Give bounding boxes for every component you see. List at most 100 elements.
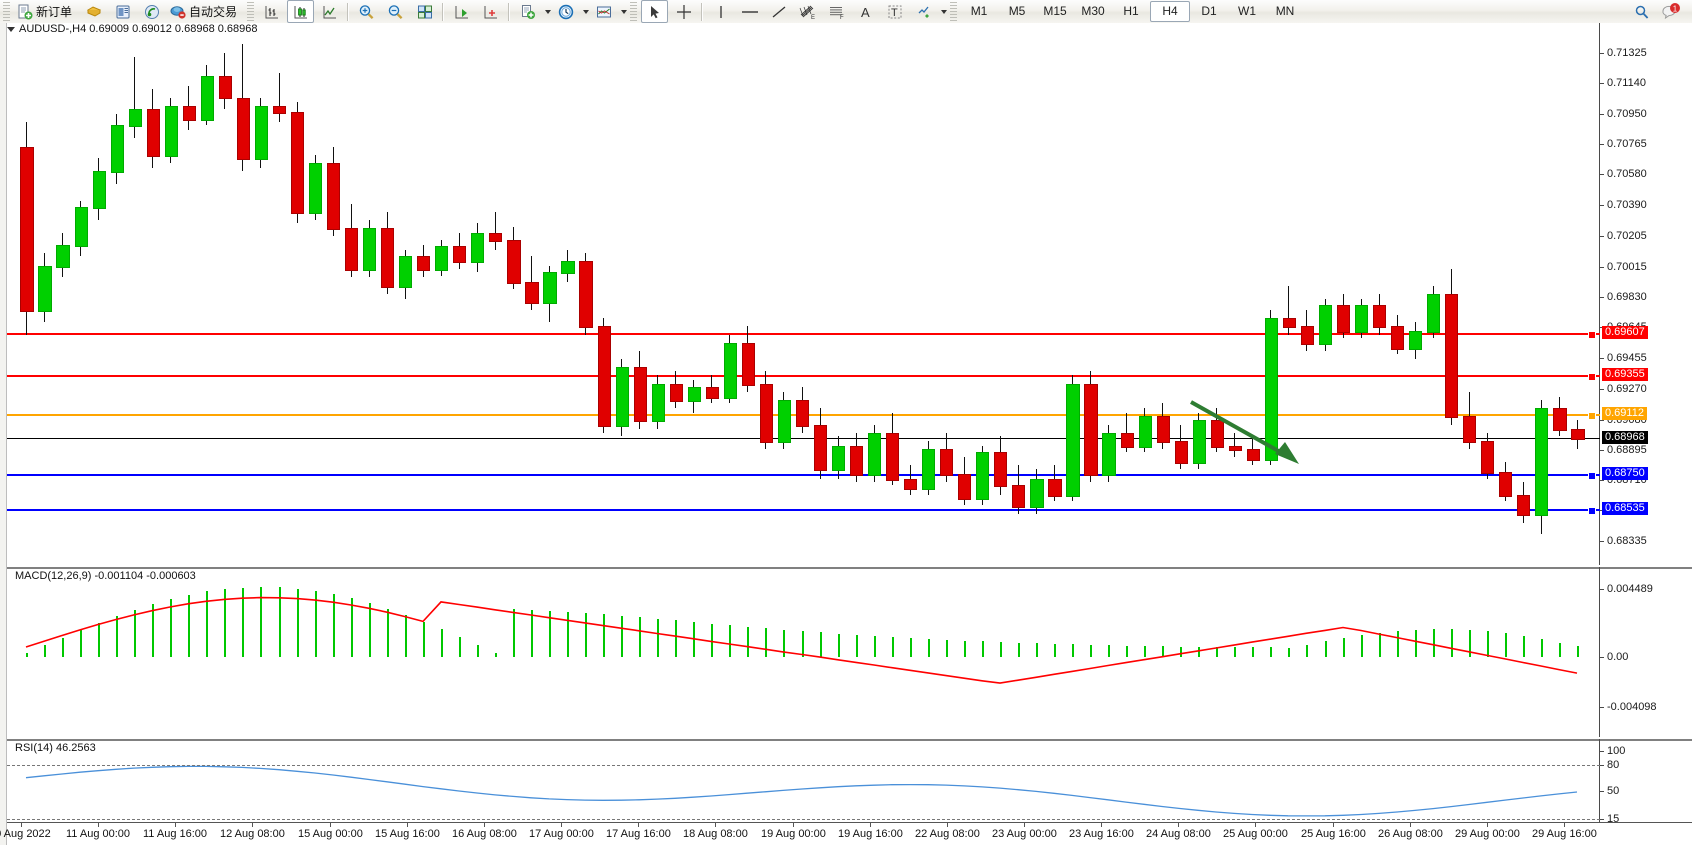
timeframe-m30[interactable]: M30 xyxy=(1081,4,1105,18)
macd-histogram-bar xyxy=(1343,637,1345,657)
templates-icon xyxy=(596,6,611,17)
macd-signal-path xyxy=(25,596,1578,684)
time-tickmark xyxy=(1487,823,1488,827)
data-window-button[interactable] xyxy=(80,0,107,23)
timeframe-m15[interactable]: M15 xyxy=(1043,4,1067,18)
macd-histogram-bar xyxy=(928,638,930,657)
indicators-button[interactable] xyxy=(514,0,541,23)
candle-wick xyxy=(134,56,135,139)
price-level-line-resistance[interactable] xyxy=(7,333,1600,336)
crosshair-button[interactable] xyxy=(670,0,697,23)
equidistant-channel-button[interactable]: E xyxy=(794,0,821,23)
candle-body xyxy=(1318,305,1333,345)
time-tick-label: 16 Aug 08:00 xyxy=(452,828,517,840)
objects-dropdown-caret[interactable] xyxy=(941,9,948,14)
macd-histogram-bar xyxy=(369,603,371,657)
toolbar-grip-2[interactable] xyxy=(247,2,255,21)
rsi-tickmark xyxy=(1600,791,1604,792)
chart-shift-button[interactable] xyxy=(448,0,475,23)
macd-histogram-bar xyxy=(279,587,281,657)
templates-dropdown-caret[interactable] xyxy=(621,9,628,14)
zoom-out-button[interactable] xyxy=(382,0,409,23)
timeframe-m5[interactable]: M5 xyxy=(1008,4,1026,18)
time-tick-label: 17 Aug 00:00 xyxy=(529,828,594,840)
price-level-handle[interactable] xyxy=(1588,412,1596,421)
macd-histogram-bar xyxy=(1072,644,1074,657)
time-axis[interactable]: 10 Aug 2022 11 Aug 00:00 11 Aug 16:00 12 Au… xyxy=(0,822,1692,845)
candle-body xyxy=(723,342,737,399)
time-tick-label: 15 Aug 16:00 xyxy=(375,828,440,840)
zoom-in-icon xyxy=(359,4,374,19)
price-tickmark xyxy=(1600,449,1604,451)
crosshair-icon xyxy=(676,4,691,19)
price-level-line-support[interactable] xyxy=(7,473,1600,476)
objects-button[interactable] xyxy=(910,0,937,23)
price-pane[interactable]: AUDUSD-,H4 0.69009 0.69012 0.68968 0.689… xyxy=(7,23,1692,565)
macd-histogram-bar xyxy=(1018,642,1020,657)
candle-body xyxy=(741,342,755,386)
price-level-line-support[interactable] xyxy=(7,508,1600,511)
candle-body xyxy=(146,108,160,157)
chart-menu-caret[interactable] xyxy=(7,26,15,32)
cursor-button[interactable] xyxy=(641,0,669,23)
search-button[interactable] xyxy=(1628,0,1655,23)
macd-histogram-bar xyxy=(1090,644,1092,657)
macd-histogram-bar xyxy=(423,621,425,657)
price-level-handle[interactable] xyxy=(1588,506,1596,515)
period-dropdown-caret[interactable] xyxy=(583,9,590,14)
timeframe-m1[interactable]: M1 xyxy=(970,4,988,18)
price-level-handle[interactable] xyxy=(1588,331,1596,340)
zoom-in-button[interactable] xyxy=(353,0,380,23)
bar-chart-button[interactable] xyxy=(258,0,285,23)
toolbar-grip-4[interactable] xyxy=(950,2,958,21)
period-button[interactable] xyxy=(552,0,579,23)
timeframe-h4[interactable]: H4 xyxy=(1150,1,1191,22)
toolbar-grip[interactable] xyxy=(3,2,10,21)
candle-body xyxy=(20,146,34,313)
macd-histogram-bar xyxy=(513,608,515,657)
macd-histogram-bar xyxy=(1487,631,1489,657)
vertical-line-button[interactable] xyxy=(707,0,734,23)
line-chart-button[interactable] xyxy=(316,0,343,23)
price-tickmark xyxy=(1600,388,1604,390)
signal-button[interactable] xyxy=(138,0,165,23)
macd-histogram-bar xyxy=(567,611,569,657)
horizontal-line-button[interactable] xyxy=(736,0,763,23)
candle-body xyxy=(453,246,467,263)
trendline-button[interactable] xyxy=(765,0,792,23)
price-tickmark xyxy=(1600,541,1604,543)
macd-pane[interactable]: MACD(12,26,9) -0.001104 -0.000603 0.0044… xyxy=(7,567,1692,737)
fibonacci-button[interactable]: F xyxy=(823,0,850,23)
chart-area[interactable]: AUDUSD-,H4 0.69009 0.69012 0.68968 0.689… xyxy=(0,23,1692,845)
tile-windows-button[interactable] xyxy=(411,0,438,23)
notifications-button[interactable]: 1 xyxy=(1657,0,1684,23)
candle-body xyxy=(489,233,503,242)
price-level-handle[interactable] xyxy=(1588,471,1596,480)
timeframe-w1[interactable]: W1 xyxy=(1238,4,1257,18)
macd-histogram-bar xyxy=(315,591,317,657)
timeframe-mn[interactable]: MN xyxy=(1275,4,1295,18)
time-tick-label: 11 Aug 16:00 xyxy=(143,828,208,840)
indicators-dropdown-caret[interactable] xyxy=(545,9,552,14)
price-level-line-resistance[interactable] xyxy=(7,374,1600,377)
candle-body xyxy=(1066,383,1080,497)
macd-histogram-bar xyxy=(838,633,840,657)
text-button[interactable]: A xyxy=(852,0,879,23)
macd-histogram-bar xyxy=(260,587,262,657)
timeframe-d1[interactable]: D1 xyxy=(1201,4,1217,18)
price-level-handle[interactable] xyxy=(1588,372,1596,381)
templates-button[interactable] xyxy=(590,0,617,23)
price-tick-label: 0.69270 xyxy=(1607,382,1647,395)
new-order-button[interactable]: 新订单 xyxy=(14,0,78,23)
price-level-line-last-price[interactable] xyxy=(7,437,1600,439)
macd-histogram-bar xyxy=(711,623,713,657)
text-label-button[interactable]: T xyxy=(881,0,908,23)
macd-histogram-bar xyxy=(1559,642,1561,657)
terminal-button[interactable] xyxy=(109,0,136,23)
toolbar-grip-3[interactable] xyxy=(630,2,638,21)
candlestick-chart-button[interactable] xyxy=(287,0,315,23)
auto-trading-button[interactable]: 自动交易 xyxy=(167,0,243,23)
timeframe-h1[interactable]: H1 xyxy=(1123,4,1139,18)
rsi-pane[interactable]: RSI(14) 46.2563 100 80 50 15 xyxy=(7,739,1692,829)
auto-scroll-button[interactable] xyxy=(477,0,504,23)
